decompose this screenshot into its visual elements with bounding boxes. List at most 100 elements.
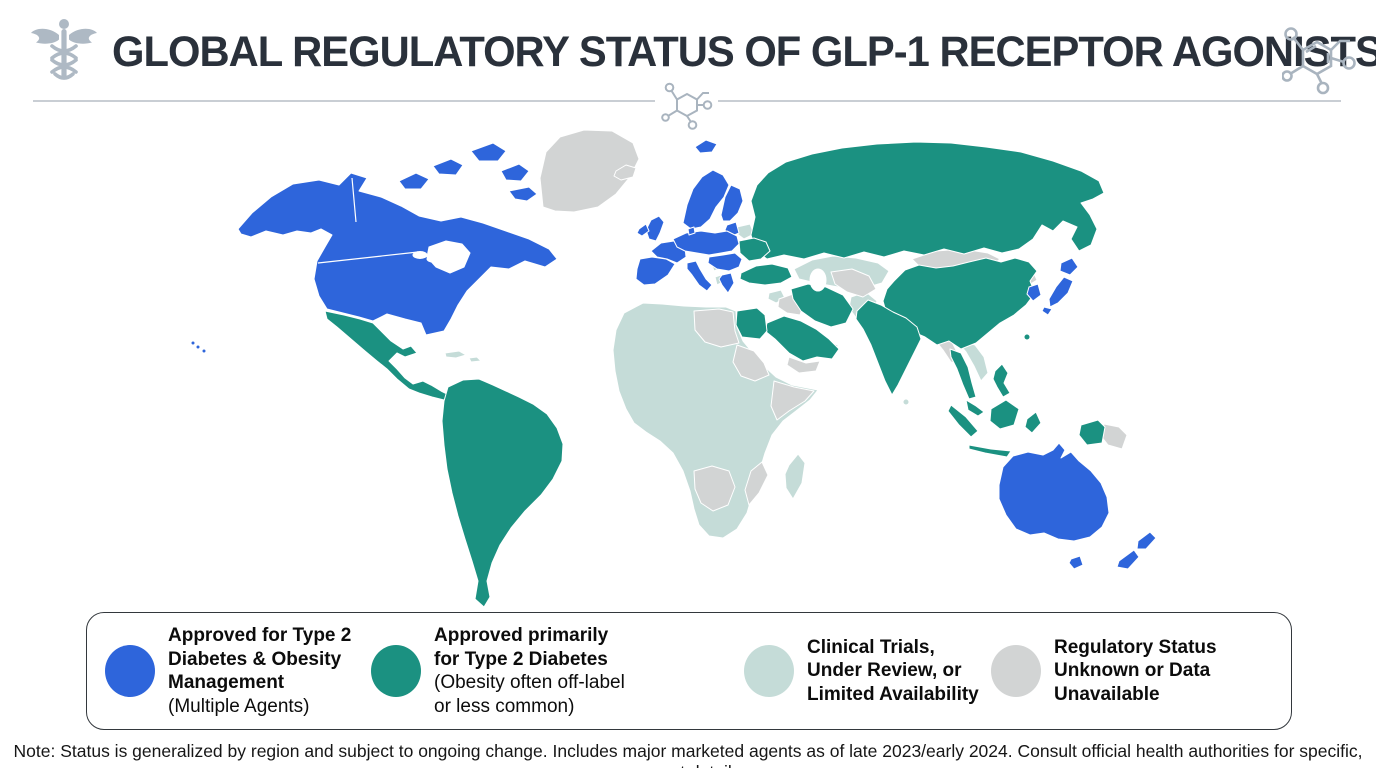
region-india-pakistan: [855, 299, 922, 396]
legend-line: (Multiple Agents): [168, 695, 310, 717]
region-mozambique: [744, 461, 769, 506]
region-italy: [686, 260, 713, 292]
legend-line: Clinical Trials,: [807, 636, 935, 658]
region-hawaii-2: [195, 344, 201, 350]
region-yemen: [786, 356, 821, 374]
legend-line: Regulatory Status: [1054, 636, 1217, 658]
legend-item-approved-t2d: Approved primarily for Type 2 Diabetes (…: [371, 613, 625, 729]
region-arctic-island-3: [470, 142, 507, 162]
region-java: [968, 444, 1012, 458]
region-arctic-island-4: [500, 163, 530, 182]
legend-item-clinical-trials: Clinical Trials, Under Review, or Limite…: [744, 613, 979, 729]
divider-line-left: [33, 100, 655, 102]
region-borneo: [989, 399, 1020, 430]
region-japan-kyushu: [1041, 306, 1053, 316]
region-scandinavia: [682, 169, 730, 230]
region-malaysia: [965, 399, 985, 417]
region-egypt: [735, 307, 768, 340]
region-denmark: [687, 226, 696, 236]
legend-line: Approved for Type 2: [168, 625, 352, 646]
caspian-sea: [809, 268, 827, 292]
region-finland: [720, 184, 744, 222]
legend-item-approved-both: Approved for Type 2 Diabetes & Obesity M…: [105, 613, 351, 729]
region-greece: [718, 272, 735, 294]
legend-line: Under Review, or: [807, 660, 962, 682]
legend-swatch-approved-t2d: [371, 645, 421, 697]
divider-molecule-icon: [661, 82, 713, 130]
legend: Approved for Type 2 Diabetes & Obesity M…: [86, 612, 1292, 730]
legend-label-unknown: Regulatory Status Unknown or Data Unavai…: [1054, 636, 1217, 707]
great-lakes-1: [412, 251, 428, 259]
region-mexico-central-america: [324, 310, 450, 401]
region-iberia: [635, 256, 676, 286]
region-iceland: [613, 164, 637, 181]
legend-line: Approved primarily: [434, 625, 609, 646]
region-japan-honshu: [1048, 276, 1074, 308]
page-title: GLOBAL REGULATORY STATUS OF GLP-1 RECEPT…: [112, 28, 1376, 76]
region-south-america: [441, 378, 564, 608]
region-southeast-europe: [707, 252, 743, 272]
legend-line: Management: [168, 672, 285, 693]
molecule-icon: [1282, 27, 1356, 95]
legend-swatch-approved-both: [105, 645, 155, 697]
region-west-new-guinea: [1078, 419, 1106, 446]
region-sulawesi: [1024, 411, 1042, 434]
legend-label-clinical-trials: Clinical Trials, Under Review, or Limite…: [807, 636, 979, 707]
region-sri-lanka: [902, 398, 910, 406]
region-hawaii-3: [201, 348, 207, 354]
legend-swatch-unknown: [991, 645, 1041, 697]
caduceus-icon: [31, 19, 97, 80]
region-russia: [750, 141, 1105, 260]
legend-label-approved-t2d: Approved primarily for Type 2 Diabetes (…: [434, 624, 625, 718]
region-madagascar: [784, 453, 806, 500]
region-new-zealand-north: [1136, 531, 1157, 550]
region-southwest-africa: [693, 465, 736, 512]
region-thailand: [949, 348, 977, 400]
region-hawaii-1: [190, 340, 196, 346]
legend-item-unknown: Regulatory Status Unknown or Data Unavai…: [991, 613, 1217, 729]
legend-line: Unavailable: [1054, 683, 1160, 705]
region-united-kingdom: [645, 215, 665, 242]
legend-swatch-clinical-trials: [744, 645, 794, 697]
region-svalbard: [694, 139, 718, 154]
region-tasmania: [1068, 555, 1084, 570]
legend-line: Limited Availability: [807, 683, 979, 705]
legend-line: Diabetes & Obesity: [168, 648, 342, 670]
legend-label-approved-both: Approved for Type 2 Diabetes & Obesity M…: [168, 624, 351, 718]
legend-line: Unknown or Data: [1054, 660, 1211, 682]
region-new-zealand-south: [1116, 549, 1140, 570]
region-horn-of-africa: [770, 380, 815, 421]
map-group-approved-t2d: [324, 141, 1106, 608]
footnote: Note: Status is generalized by region an…: [13, 741, 1363, 768]
great-lakes-2: [426, 255, 440, 263]
region-sudan: [732, 344, 770, 382]
region-arctic-island-1: [398, 172, 430, 190]
us-canada-border: [317, 251, 419, 264]
region-hispaniola: [468, 356, 482, 363]
region-turkey: [739, 263, 793, 286]
region-saudi-arabia: [764, 315, 840, 362]
region-arctic-island-2: [432, 158, 464, 176]
region-ireland: [636, 223, 650, 237]
region-greenland: [539, 129, 640, 213]
region-philippines: [992, 363, 1011, 398]
region-australia: [998, 442, 1110, 542]
divider-line-right: [718, 100, 1341, 102]
region-central-europe: [672, 230, 740, 256]
legend-line: or less common): [434, 695, 575, 717]
region-taiwan: [1023, 333, 1031, 341]
region-arctic-island-5: [508, 186, 538, 202]
region-libya: [693, 308, 740, 348]
legend-line: for Type 2 Diabetes: [434, 648, 608, 670]
region-central-asia: [830, 268, 877, 298]
alaska-border: [351, 177, 357, 223]
region-ukraine: [738, 237, 771, 262]
region-sumatra: [947, 404, 979, 438]
region-japan-hokkaido: [1059, 257, 1079, 276]
region-south-korea: [1026, 283, 1042, 302]
legend-line: (Obesity often off-label: [434, 672, 625, 693]
map-group-water-details: [317, 177, 827, 292]
region-cuba: [444, 350, 467, 359]
